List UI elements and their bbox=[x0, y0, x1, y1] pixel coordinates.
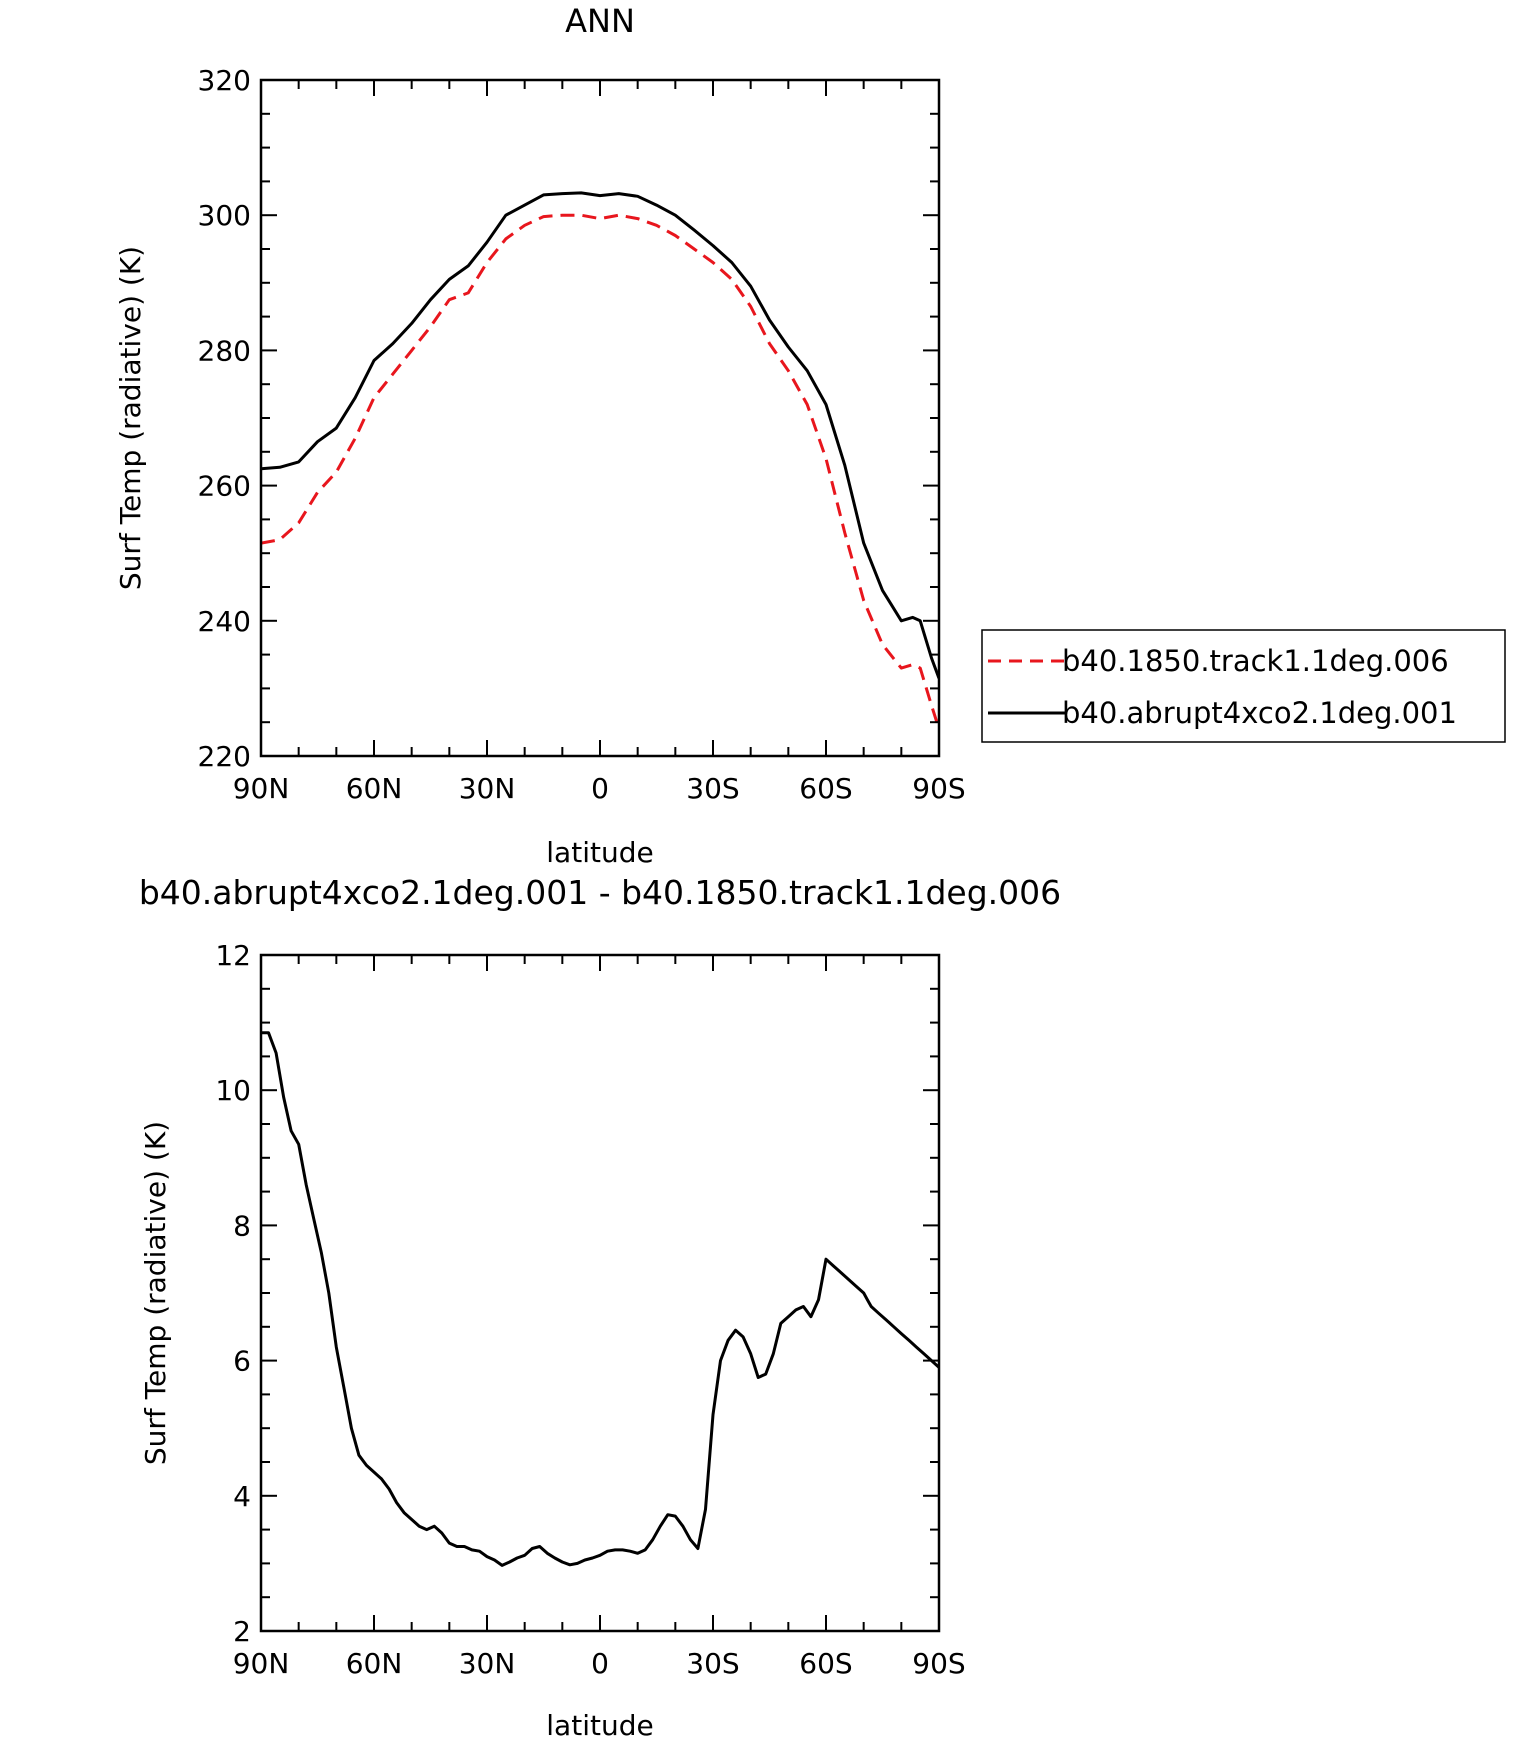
bottom-chart-x-tick-label: 30N bbox=[459, 1647, 516, 1680]
top-chart-x-tick-label: 60S bbox=[799, 772, 852, 805]
top-chart-x-axis-label: latitude bbox=[546, 836, 653, 869]
bottom-chart-y-tick-label: 10 bbox=[215, 1074, 251, 1107]
bottom-chart-x-axis-label: latitude bbox=[546, 1709, 653, 1742]
top-chart-y-tick-label: 280 bbox=[198, 334, 251, 367]
bottom-chart-y-axis-label: Surf Temp (radiative) (K) bbox=[139, 1121, 172, 1465]
top-chart-x-tick-label: 60N bbox=[346, 772, 403, 805]
bottom-chart-ticks-layer: 90N 60N 30N 0 30S 60S 90S 2 4 6 8 10 12 bbox=[215, 939, 965, 1680]
bottom-chart-x-tick-label: 90S bbox=[912, 1647, 965, 1680]
bottom-chart-y-tick-label: 8 bbox=[233, 1209, 251, 1242]
top-chart-panel: ANN 90N 60N 30N 0 30S 60S 90S 220 240 260 280 300 32… bbox=[114, 2, 1506, 869]
bottom-chart-x-tick-label: 30S bbox=[686, 1647, 739, 1680]
top-chart-plot-frame bbox=[259, 78, 941, 758]
top-chart-title: ANN bbox=[565, 2, 635, 40]
legend-label-series-1: b40.1850.track1.1deg.006 bbox=[1062, 644, 1449, 678]
top-chart-series-layer bbox=[261, 191, 939, 730]
top-chart-y-tick-label: 260 bbox=[198, 470, 251, 503]
top-chart-y-tick-label: 220 bbox=[198, 740, 251, 773]
top-chart-ticks-layer: 90N 60N 30N 0 30S 60S 90S 220 240 260 280 300 320 bbox=[198, 64, 966, 805]
bottom-chart-panel: b40.abrupt4xco2.1deg.001 - b40.1850.trac… bbox=[139, 873, 1061, 1742]
bottom-chart-title: b40.abrupt4xco2.1deg.001 - b40.1850.trac… bbox=[139, 873, 1061, 912]
top-chart-y-tick-label: 300 bbox=[198, 199, 251, 232]
top-chart-y-tick-label: 240 bbox=[198, 605, 251, 638]
bottom-chart-x-tick-label: 60N bbox=[346, 1647, 403, 1680]
bottom-chart-series-layer bbox=[261, 1031, 939, 1567]
top-chart-legend: b40.1850.track1.1deg.006 b40.abrupt4xco2… bbox=[981, 629, 1506, 743]
bottom-chart-y-tick-label: 4 bbox=[233, 1480, 251, 1513]
top-chart-series-line-1 bbox=[261, 213, 939, 730]
bottom-chart-x-tick-label: 0 bbox=[591, 1647, 609, 1680]
bottom-chart-series-line-1 bbox=[261, 1031, 939, 1567]
bottom-chart-y-tick-label: 2 bbox=[233, 1615, 251, 1648]
top-chart-y-axis-label: Surf Temp (radiative) (K) bbox=[114, 246, 147, 590]
top-chart-y-tick-label: 320 bbox=[198, 64, 251, 97]
top-chart-x-tick-label: 0 bbox=[591, 772, 609, 805]
bottom-chart-x-tick-label: 90N bbox=[233, 1647, 290, 1680]
top-chart-x-tick-label: 30S bbox=[686, 772, 739, 805]
bottom-chart-plot-frame bbox=[259, 953, 941, 1633]
legend-label-series-2: b40.abrupt4xco2.1deg.001 bbox=[1062, 696, 1457, 730]
legend-box bbox=[981, 629, 1506, 743]
bottom-chart-y-tick-label: 6 bbox=[233, 1345, 251, 1378]
top-chart-x-tick-label: 90S bbox=[912, 772, 965, 805]
top-chart-series-line-2 bbox=[261, 191, 939, 679]
bottom-chart-y-tick-label: 12 bbox=[215, 939, 251, 972]
top-chart-x-tick-label: 30N bbox=[459, 772, 516, 805]
bottom-chart-x-tick-label: 60S bbox=[799, 1647, 852, 1680]
top-chart-x-tick-label: 90N bbox=[233, 772, 290, 805]
